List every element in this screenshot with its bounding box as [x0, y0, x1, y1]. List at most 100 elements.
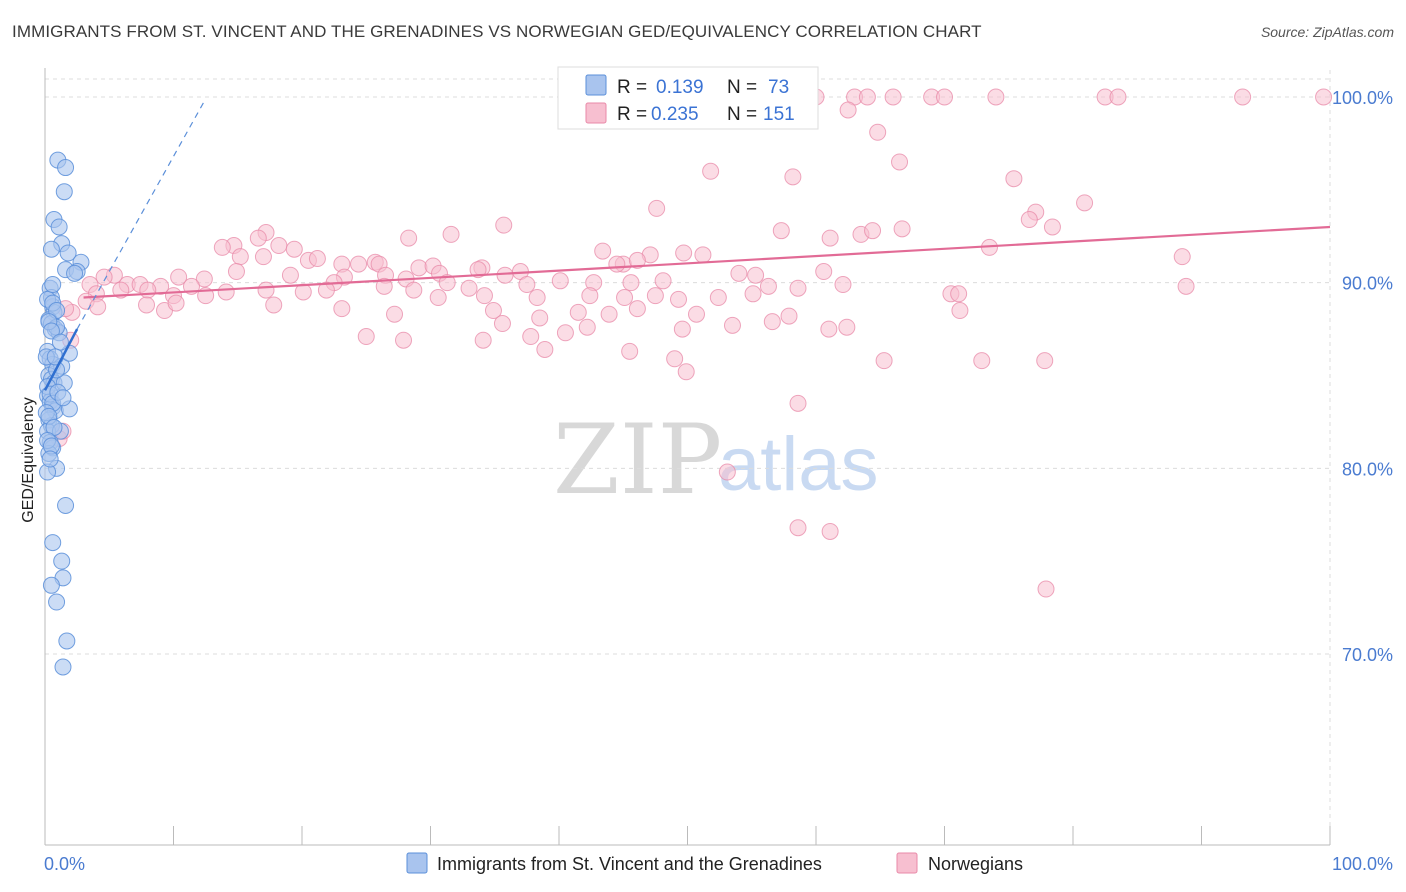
norwegian-point	[1315, 88, 1333, 106]
norwegian-point	[213, 238, 231, 256]
norwegian-point	[616, 289, 634, 307]
norwegian-point	[95, 268, 113, 286]
norwegian-point	[257, 281, 275, 299]
norwegian-point	[936, 88, 953, 106]
norwegian-point	[536, 341, 554, 359]
trend-immigrants	[43, 328, 79, 391]
norwegian-point	[170, 268, 188, 286]
y-tick-label: 90.0%	[1342, 274, 1393, 294]
norwegian-point	[709, 289, 727, 307]
stats-legend: R = 0.139 N = 73 R = 0.235 N = 151	[557, 66, 819, 130]
immigrant-point	[42, 576, 60, 594]
y-tick-labels: 70.0% 80.0% 90.0% 100.0%	[1332, 88, 1393, 665]
norwegian-point	[893, 220, 911, 238]
norwegian-point	[249, 229, 267, 247]
norwegian-point	[869, 123, 887, 141]
norwegian-point	[217, 283, 235, 301]
y-tick-label: 100.0%	[1332, 88, 1393, 108]
norwegian-point	[628, 300, 646, 318]
immigrant-point	[54, 658, 72, 676]
norwegian-point	[646, 287, 664, 305]
norwegian-point	[951, 302, 969, 320]
norwegian-point	[528, 289, 546, 307]
norwegian-point	[375, 277, 393, 295]
legend-n-value-0: 73	[768, 77, 789, 98]
legend-swatch-norwegians	[585, 102, 607, 124]
watermark-atlas: atlas	[718, 422, 879, 507]
norwegian-point	[677, 363, 695, 381]
norwegian-point	[475, 287, 493, 305]
norwegian-point	[621, 342, 639, 360]
norwegian-point	[730, 264, 748, 282]
norwegian-point	[1005, 170, 1023, 188]
x-tick-label: 100.0%	[1332, 854, 1393, 874]
immigrant-point	[50, 218, 68, 236]
immigrant-point	[59, 244, 77, 262]
immigrant-point	[55, 183, 73, 201]
norwegian-point	[195, 270, 213, 288]
norwegian-point	[789, 394, 807, 412]
norwegian-point	[442, 225, 460, 243]
norwegian-point	[89, 298, 107, 316]
norwegian-point	[400, 229, 418, 247]
norwegian-point	[556, 324, 574, 342]
norwegian-point	[227, 263, 245, 281]
norwegian-point	[759, 277, 777, 295]
norwegian-point	[493, 315, 511, 333]
immigrant-point	[51, 333, 69, 351]
norwegian-point	[231, 248, 249, 266]
norwegian-point	[648, 199, 666, 217]
norwegian-point	[839, 101, 857, 119]
immigrant-point	[44, 534, 62, 552]
norwegian-point	[395, 331, 413, 349]
norwegian-point	[1037, 580, 1055, 598]
bottom-legend-label-norwegians: Norwegians	[928, 854, 1023, 874]
norwegian-point	[763, 313, 781, 331]
source-label: Source: ZipAtlas.com	[1260, 24, 1394, 40]
norwegian-point	[820, 320, 838, 338]
chart-title: IMMIGRANTS FROM ST. VINCENT AND THE GREN…	[12, 22, 982, 41]
norwegian-point	[410, 259, 428, 277]
x-tick-label: 0.0%	[44, 854, 85, 874]
norwegian-point	[1234, 88, 1252, 106]
immigrant-point	[53, 552, 71, 570]
bottom-legend-label-immigrants: Immigrants from St. Vincent and the Gren…	[437, 854, 822, 874]
norwegian-point	[600, 305, 618, 323]
norwegian-point	[675, 244, 693, 262]
norwegian-point	[1036, 352, 1054, 370]
immigrant-point	[48, 593, 66, 611]
norwegian-point	[1177, 277, 1195, 295]
norwegian-point	[884, 88, 902, 106]
norwegian-point	[670, 290, 688, 308]
trend-lines	[43, 98, 1331, 391]
norwegian-point	[838, 318, 856, 336]
immigrant-point	[44, 276, 62, 294]
norwegian-point	[973, 352, 991, 370]
immigrant-point	[42, 240, 60, 258]
norwegian-point	[308, 250, 326, 268]
norwegian-point	[821, 522, 839, 540]
norwegian-point	[438, 274, 456, 292]
norwegian-point	[167, 294, 185, 312]
norwegian-point	[673, 320, 691, 338]
norwegian-point	[821, 229, 839, 247]
norwegian-point	[858, 88, 876, 106]
y-tick-label: 80.0%	[1342, 459, 1393, 479]
legend-swatch-immigrants	[585, 74, 607, 96]
norwegian-point	[531, 309, 549, 327]
norwegian-point	[474, 331, 492, 349]
y-tick-label: 70.0%	[1342, 645, 1393, 665]
norwegian-point	[702, 162, 720, 180]
norwegian-point	[1076, 194, 1094, 212]
norwegian-point	[496, 266, 514, 284]
norwegian-point	[333, 300, 351, 318]
norwegian-point	[1043, 218, 1061, 236]
norwegian-point	[254, 248, 272, 266]
norwegian-point	[405, 281, 423, 299]
legend-r-label-1: R =	[617, 104, 647, 125]
norwegian-point	[718, 463, 736, 481]
norwegian-point	[578, 318, 596, 336]
norwegian-point	[622, 274, 640, 292]
norwegian-point	[687, 305, 705, 323]
norwegian-point	[772, 222, 790, 240]
